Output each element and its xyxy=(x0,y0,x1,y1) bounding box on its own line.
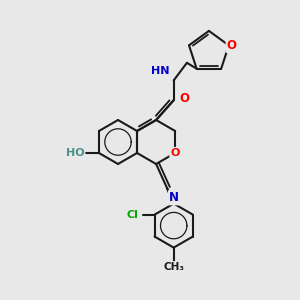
Text: HN: HN xyxy=(151,66,170,76)
Text: CH₃: CH₃ xyxy=(163,262,184,272)
Text: O: O xyxy=(180,92,190,104)
Text: O: O xyxy=(170,148,180,158)
Text: N: N xyxy=(169,191,179,204)
Text: O: O xyxy=(227,39,237,52)
Text: HO: HO xyxy=(66,148,84,158)
Text: Cl: Cl xyxy=(127,210,139,220)
